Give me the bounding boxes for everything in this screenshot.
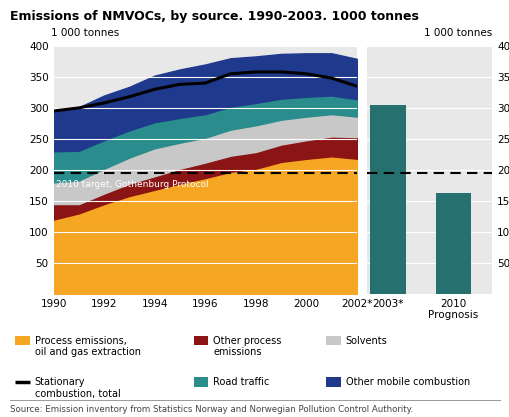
Text: Emissions of NMVOCs, by source. 1990-2003. 1000 tonnes: Emissions of NMVOCs, by source. 1990-200… [10,10,418,23]
Text: Other process
emissions: Other process emissions [213,336,281,357]
Bar [370,105,405,294]
Text: 1 000 tonnes: 1 000 tonnes [50,28,119,38]
Text: Process emissions,
oil and gas extraction: Process emissions, oil and gas extractio… [35,336,140,357]
Text: Road traffic: Road traffic [213,377,269,387]
Text: Other mobile combustion: Other mobile combustion [345,377,469,387]
Text: 1 000 tonnes: 1 000 tonnes [423,28,491,38]
Text: 2010 target, Gothenburg Protocol: 2010 target, Gothenburg Protocol [56,180,208,188]
Text: Stationary
combustion, total: Stationary combustion, total [35,377,120,399]
Text: Source: Emission inventory from Statistics Norway and Norwegian Pollution Contro: Source: Emission inventory from Statisti… [10,405,412,414]
Bar [435,193,470,294]
Text: Solvents: Solvents [345,336,387,346]
